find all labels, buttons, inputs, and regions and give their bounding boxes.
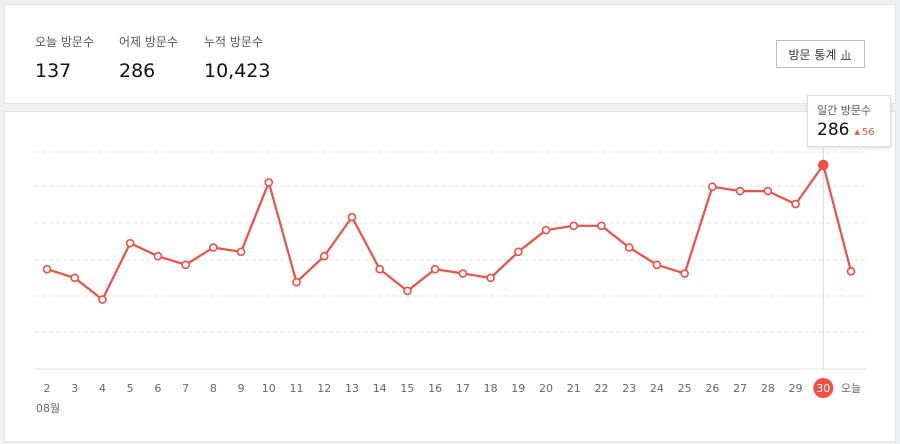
- data-point[interactable]: [403, 286, 412, 296]
- data-point-highlighted[interactable]: [818, 159, 829, 171]
- x-tick-label[interactable]: 24: [650, 382, 664, 395]
- tooltip-label: 일간 방문수: [817, 104, 872, 117]
- month-label: 08월: [36, 402, 60, 415]
- x-tick-label[interactable]: 15: [400, 382, 414, 395]
- x-tick-label[interactable]: 18: [484, 382, 498, 395]
- data-point[interactable]: [125, 238, 135, 248]
- x-tick-label[interactable]: 22: [594, 382, 608, 395]
- data-point[interactable]: [347, 212, 357, 222]
- x-tick-label[interactable]: 28: [761, 382, 775, 395]
- data-point[interactable]: [209, 243, 218, 252]
- visit-stats-button[interactable]: 방문 통계: [776, 40, 865, 68]
- data-point[interactable]: [569, 221, 579, 231]
- x-tick-label[interactable]: 26: [705, 382, 719, 395]
- data-point[interactable]: [292, 277, 301, 287]
- total-visits-stat: 누적 방문수 10,423: [204, 33, 270, 82]
- data-point[interactable]: [430, 264, 440, 274]
- data-point[interactable]: [153, 251, 163, 261]
- summary-card: 오늘 방문수 137 어제 방문수 286 누적 방문수 10,423 방문 통…: [4, 4, 896, 104]
- x-tick-label[interactable]: 14: [373, 382, 387, 395]
- x-tick-label[interactable]: 5: [127, 382, 134, 395]
- yesterday-visits-label: 어제 방문수: [119, 35, 179, 49]
- x-tick-label[interactable]: 2: [44, 382, 51, 395]
- x-tick-label[interactable]: 오늘: [841, 382, 861, 395]
- total-visits-value: 10,423: [204, 60, 271, 82]
- x-tick-label[interactable]: 7: [182, 382, 189, 395]
- active-day-badge: [813, 378, 834, 398]
- series-line: [46, 163, 853, 301]
- data-point[interactable]: [541, 225, 551, 235]
- data-point[interactable]: [98, 295, 107, 304]
- data-point[interactable]: [319, 251, 329, 261]
- yesterday-visits-value: 286: [119, 60, 156, 82]
- x-tick-label[interactable]: 19: [511, 382, 525, 395]
- data-point[interactable]: [597, 221, 606, 231]
- x-tick-label[interactable]: 4: [99, 382, 106, 395]
- total-visits-label: 누적 방문수: [204, 35, 264, 49]
- x-tick-label[interactable]: 10: [262, 382, 276, 395]
- x-tick-label[interactable]: 11: [290, 382, 304, 395]
- x-tick-label[interactable]: 9: [238, 382, 245, 395]
- today-visits-value: 137: [35, 60, 72, 82]
- data-point[interactable]: [763, 186, 773, 196]
- data-point[interactable]: [375, 264, 384, 274]
- data-point[interactable]: [680, 269, 689, 278]
- today-visits-label: 오늘 방문수: [35, 35, 95, 49]
- data-point[interactable]: [791, 199, 800, 209]
- tooltip-value: 286: [817, 120, 850, 140]
- x-tick-label[interactable]: 8: [210, 382, 217, 395]
- x-tick-label[interactable]: 3: [71, 382, 78, 395]
- data-point[interactable]: [708, 182, 717, 192]
- x-tick-label[interactable]: 13: [345, 382, 359, 395]
- data-point[interactable]: [652, 260, 662, 270]
- x-tick-label[interactable]: 27: [733, 382, 747, 395]
- data-point[interactable]: [70, 273, 80, 283]
- x-tick-label[interactable]: 16: [428, 382, 442, 395]
- bar-chart-icon: [841, 49, 852, 60]
- tooltip-delta: 56: [854, 127, 875, 138]
- data-point[interactable]: [486, 273, 495, 283]
- yesterday-visits-stat: 어제 방문수 286: [119, 33, 178, 82]
- daily-visits-chart: 2 3 4 5 6 7 8 9 10 11 12 13 14 15 16 17 18 19 20 21 22 23 24 25…: [35, 148, 867, 415]
- x-tick-label[interactable]: 23: [622, 382, 636, 395]
- data-point[interactable]: [846, 267, 856, 276]
- daily-visits-tooltip: 일간 방문수 286 56: [807, 95, 891, 147]
- data-point[interactable]: [42, 264, 52, 274]
- x-tick-label[interactable]: 6: [154, 382, 161, 395]
- x-tick-label[interactable]: 25: [678, 382, 692, 395]
- data-point[interactable]: [514, 247, 523, 257]
- today-visits-stat: 오늘 방문수 137: [35, 33, 94, 82]
- x-tick-label[interactable]: 29: [789, 382, 803, 395]
- x-tick-label[interactable]: 20: [539, 382, 553, 395]
- data-point[interactable]: [624, 243, 634, 252]
- x-tick-label[interactable]: 12: [317, 382, 331, 395]
- data-point[interactable]: [458, 269, 468, 278]
- data-point[interactable]: [236, 247, 246, 257]
- visit-stats-button-label: 방문 통계: [788, 47, 837, 62]
- data-point[interactable]: [181, 260, 190, 270]
- chart-card: 2 3 4 5 6 7 8 9 10 11 12 13 14 15 16 17 18 19 20 21 22 23 24 25…: [4, 111, 896, 442]
- data-point[interactable]: [264, 178, 274, 187]
- x-tick-label[interactable]: 17: [456, 382, 470, 395]
- data-point[interactable]: [735, 186, 745, 196]
- x-tick-label[interactable]: 21: [567, 382, 581, 395]
- x-tick-label[interactable]: 30: [816, 382, 830, 395]
